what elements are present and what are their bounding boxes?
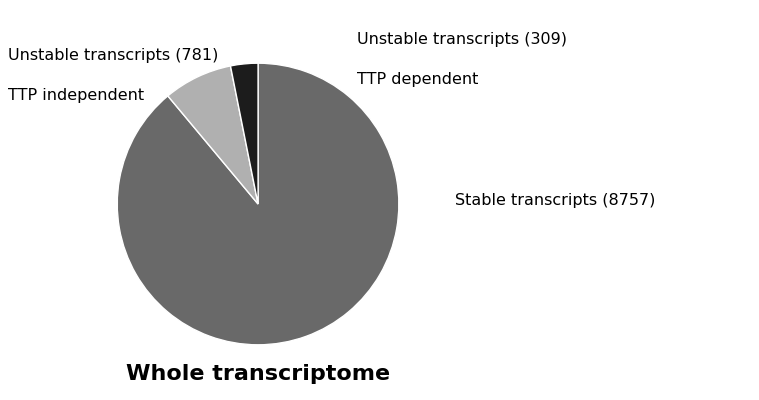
Text: Whole transcriptome: Whole transcriptome <box>126 364 390 384</box>
Wedge shape <box>231 63 258 204</box>
Text: Unstable transcripts (309): Unstable transcripts (309) <box>357 32 567 47</box>
Text: TTP dependent: TTP dependent <box>357 72 478 87</box>
Text: Stable transcripts (8757): Stable transcripts (8757) <box>455 192 656 208</box>
Text: Unstable transcripts (781): Unstable transcripts (781) <box>8 48 218 63</box>
Wedge shape <box>117 63 399 345</box>
Wedge shape <box>168 66 258 204</box>
Text: TTP independent: TTP independent <box>8 88 143 103</box>
